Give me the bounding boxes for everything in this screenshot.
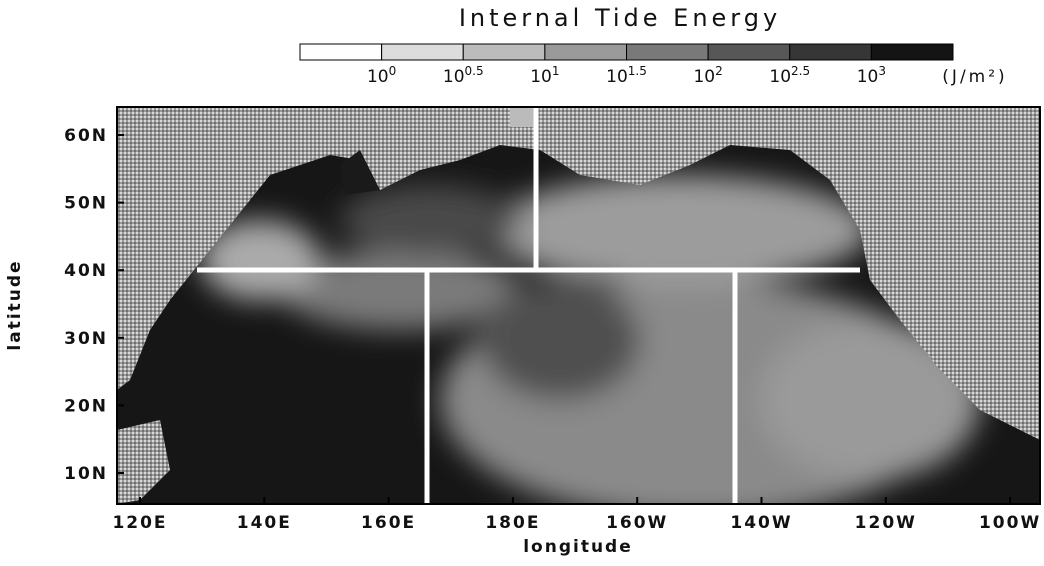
label-exponent: 0: [389, 64, 397, 78]
x-axis-label: longitude: [523, 537, 633, 557]
x-tick-label: 120E: [112, 513, 167, 533]
x-tick-label: 140W: [730, 513, 792, 533]
label-base: 10: [530, 67, 552, 87]
colorbar-unit: (J/m²): [942, 67, 1007, 87]
y-tick-label: 10N: [64, 464, 108, 484]
label-base: 10: [367, 67, 389, 87]
colorbar-box: [463, 44, 545, 60]
colorbar-box: [790, 44, 872, 60]
label-exponent: 2.5: [791, 64, 810, 78]
colorbar-label: 101.5: [606, 64, 647, 87]
colorbar-label: 100.5: [443, 64, 484, 87]
y-axis-label: latitude: [5, 259, 25, 350]
colorbar-label: 102.5: [769, 64, 810, 87]
x-tick-label: 120W: [855, 513, 917, 533]
label-exponent: 0.5: [465, 64, 484, 78]
label-exponent: 1: [552, 64, 560, 78]
label-base: 10: [693, 67, 715, 87]
y-tick-label: 30N: [64, 329, 108, 349]
colorbar-box: [871, 44, 953, 60]
colorbar-box: [300, 44, 382, 60]
title: Internal Tide Energy: [459, 4, 781, 32]
x-tick-label: 100W: [979, 513, 1041, 533]
colorbar-box: [627, 44, 709, 60]
colorbar-label: 101: [530, 64, 559, 87]
label-base: 10: [606, 67, 628, 87]
label-base: 10: [857, 67, 879, 87]
x-tick-label: 180E: [485, 513, 540, 533]
colorbar-box: [382, 44, 464, 60]
colorbar-label: 102: [693, 64, 722, 87]
y-tick-label: 60N: [64, 126, 108, 146]
label-exponent: 2: [715, 64, 723, 78]
x-tick-label: 160E: [361, 513, 416, 533]
map: [117, 107, 1040, 520]
label-base: 10: [443, 67, 465, 87]
colorbar-box: [708, 44, 790, 60]
colorbar-box: [545, 44, 627, 60]
figure: Internal Tide Energy 100100.5101101.5102…: [0, 0, 1044, 562]
colorbar-label: 103: [857, 64, 886, 87]
y-tick-label: 20N: [64, 396, 108, 416]
label-exponent: 3: [878, 64, 886, 78]
y-tick-label: 40N: [64, 261, 108, 281]
label-base: 10: [769, 67, 791, 87]
x-tick-label: 160W: [606, 513, 668, 533]
y-tick-label: 50N: [64, 194, 108, 214]
x-tick-label: 140E: [237, 513, 292, 533]
label-exponent: 1.5: [628, 64, 647, 78]
colorbar-label: 100: [367, 64, 396, 87]
